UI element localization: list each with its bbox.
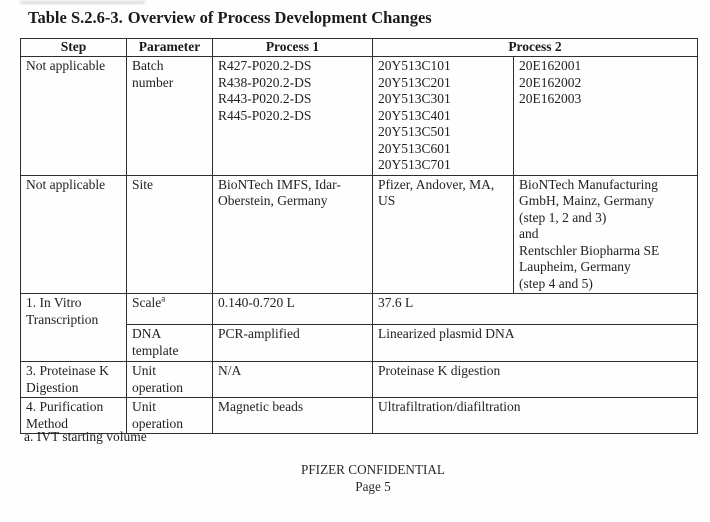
cell-process1-proteinase: N/A [212,361,373,398]
footnote-marker-a: a [161,293,166,304]
table-row-proteinase: 3. Proteinase K Digestion Unit operation… [20,361,698,398]
cell-step: Not applicable [20,56,127,176]
confidential-label: PFIZER CONFIDENTIAL [301,462,445,477]
table-row-purification: 4. Purification Method Unit operation Ma… [20,397,698,434]
table-row-site: Not applicable Site BioNTech IMFS, Idar-… [20,174,698,294]
cell-process2-proteinase: Proteinase K digestion [372,361,698,398]
cell-process2-site-b: BioNTech Manufacturing GmbH, Mainz, Germ… [513,174,698,294]
cell-process2-purification: Ultrafiltration/diafiltration [372,397,698,434]
cell-parameter: Unit operation [126,361,213,398]
cell-parameter: DNA template [126,324,213,362]
cell-parameter: Batch number [126,56,213,176]
cropped-text-artifact [20,1,145,4]
table-row-batch-number: Not applicable Batch number R427-P020.2-… [20,56,698,176]
cell-step: Not applicable [20,174,127,294]
cell-process1-site: BioNTech IMFS, Idar-Oberstein, Germany [212,174,373,294]
cell-step-ivt: 1. In Vitro Transcription [20,293,127,362]
cell-step: 3. Proteinase K Digestion [20,361,127,398]
page-footer: PFIZER CONFIDENTIAL Page 5 [36,461,710,495]
cell-process2-batches-a: 20Y513C101 20Y513C201 20Y513C301 20Y513C… [372,56,514,176]
table-title-number: Table S.2.6-3. [28,8,123,27]
cell-process2-scale: 37.6 L [372,293,698,325]
table-row-scale: 1. In Vitro Transcription Scalea 0.140-0… [20,293,698,362]
cell-process2-dna: Linearized plasmid DNA [372,324,698,362]
cell-process2-batches-b: 20E162001 20E162002 20E162003 [513,56,698,176]
col-header-step: Step [20,38,127,57]
cell-parameter: Site [126,174,213,294]
col-header-process2: Process 2 [372,38,698,57]
cell-parameter: Unit operation [126,397,213,434]
cell-process1-purification: Magnetic beads [212,397,373,434]
cell-process2-site-a: Pfizer, Andover, MA, US [372,174,514,294]
table-footnote: a. IVT starting volume [24,429,147,444]
cell-process1-batches: R427-P020.2-DS R438-P020.2-DS R443-P020.… [212,56,373,176]
cell-process1-scale: 0.140-0.720 L [212,293,373,325]
cell-process1-dna: PCR-amplified [212,324,373,362]
page-number: Page 5 [355,479,391,494]
table-header-row: Step Parameter Process 1 Process 2 [20,38,698,57]
col-header-parameter: Parameter [126,38,213,57]
table-row-dna-template: DNA template PCR-amplified Linearized pl… [21,324,698,362]
cell-step: 4. Purification Method [20,397,127,434]
table-title: Table S.2.6-3. Overview of Process Develo… [28,8,432,28]
col-header-process1: Process 1 [212,38,373,57]
cell-parameter-scale: Scalea [126,293,213,325]
process-development-table: Step Parameter Process 1 Process 2 Not a… [20,38,698,434]
scale-label: Scale [132,295,162,310]
table-title-text: Overview of Process Development Changes [127,8,432,27]
